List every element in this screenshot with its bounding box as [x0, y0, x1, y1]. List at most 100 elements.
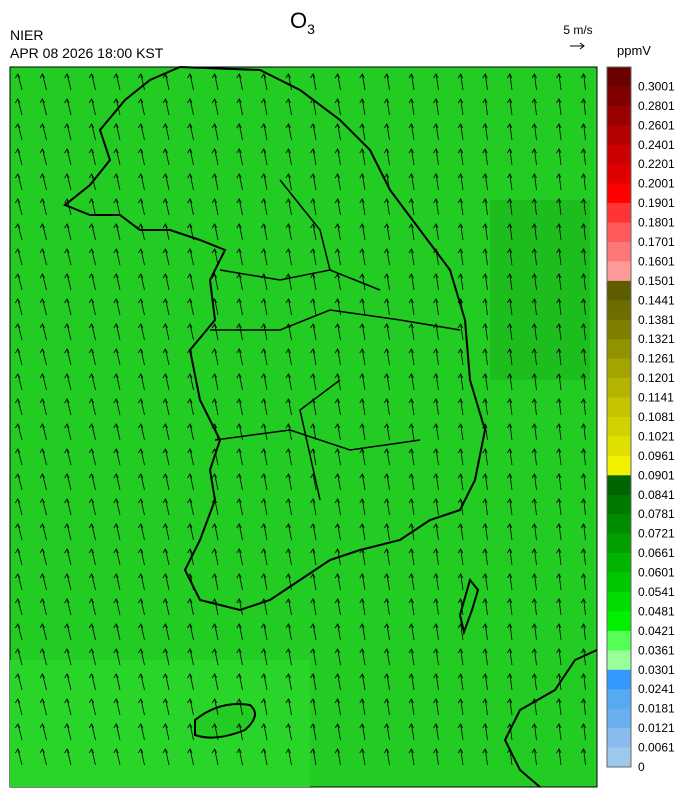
wind-arrow: [39, 323, 47, 341]
wind-arrow: [261, 473, 268, 491]
wind-arrow: [187, 623, 194, 641]
wind-arrow: [359, 148, 366, 166]
wind-arrow: [482, 598, 488, 616]
wind-arrow: [482, 73, 488, 91]
wind-arrow: [88, 698, 96, 716]
wind-arrow: [408, 598, 415, 616]
wind-arrow: [113, 323, 121, 341]
wind-arrow: [285, 98, 292, 116]
wind-arrow: [211, 173, 219, 191]
wind-arrow: [433, 148, 439, 166]
colorbar-swatch: [607, 378, 631, 398]
wind-arrow: [334, 648, 341, 666]
colorbar-label: 0.0781: [638, 507, 675, 521]
wind-arrow: [310, 573, 317, 591]
wind-arrow: [236, 348, 243, 366]
wind-arrow: [359, 198, 366, 216]
wind-arrow: [482, 448, 488, 466]
wind-arrow: [187, 598, 194, 616]
colorbar-label: 0.0961: [638, 449, 675, 463]
wind-arrow: [310, 423, 317, 441]
wind-arrow: [384, 648, 390, 666]
wind-arrow: [507, 648, 513, 666]
wind-arrow: [482, 298, 488, 316]
wind-arrow: [408, 348, 415, 366]
wind-arrow: [211, 248, 219, 266]
wind-arrow: [310, 148, 317, 166]
wind-arrow: [64, 298, 72, 316]
wind-arrow: [88, 473, 96, 491]
wind-arrow: [162, 448, 170, 466]
colorbar-swatch: [607, 572, 631, 593]
wind-arrow: [556, 473, 562, 491]
wind-arrow: [384, 548, 390, 566]
wind-arrow: [39, 398, 47, 416]
colorbar-label: 0.1261: [638, 352, 675, 366]
wind-arrow: [384, 173, 390, 191]
wind-arrow: [64, 473, 72, 491]
wind-arrow: [285, 348, 292, 366]
wind-arrow: [15, 123, 23, 141]
wind-arrow: [507, 148, 513, 166]
wind-arrow: [580, 323, 586, 341]
wind-arrow: [457, 723, 464, 741]
wind-arrow: [236, 698, 243, 716]
wind-arrow: [310, 223, 317, 241]
wind-arrow: [64, 123, 72, 141]
wind-arrow: [285, 373, 292, 391]
wind-arrow: [408, 298, 415, 316]
wind-arrow: [15, 598, 23, 616]
wind-arrow: [15, 448, 23, 466]
colorbar-label: 0.3001: [638, 79, 675, 93]
wind-arrow: [285, 748, 292, 766]
wind-arrow: [88, 248, 96, 266]
wind-arrow: [334, 98, 341, 116]
wind-arrow: [556, 698, 562, 716]
wind-arrow: [334, 698, 341, 716]
wind-arrow: [236, 198, 243, 216]
wind-arrow: [211, 498, 219, 516]
wind-arrow: [138, 298, 145, 316]
wind-arrow: [211, 373, 219, 391]
wind-arrow: [310, 248, 317, 266]
wind-arrow: [531, 173, 537, 191]
wind-arrow: [88, 273, 96, 291]
wind-arrow: [408, 423, 415, 441]
wind-arrow: [507, 373, 513, 391]
wind-arrow: [211, 573, 219, 591]
wind-arrow: [15, 523, 23, 541]
wind-arrow: [285, 248, 292, 266]
wind-arrow: [211, 398, 219, 416]
wind-arrow: [408, 398, 415, 416]
wind-arrow: [531, 623, 537, 641]
wind-arrow: [39, 348, 47, 366]
wind-arrow: [64, 723, 72, 741]
wind-arrow: [236, 298, 243, 316]
wind-arrow: [359, 348, 366, 366]
wind-arrow: [482, 348, 488, 366]
colorbar-swatch: [607, 144, 631, 165]
wind-arrow: [15, 73, 23, 91]
wind-arrow: [334, 523, 341, 541]
concentration-patch: [490, 200, 590, 380]
wind-arrow: [138, 223, 145, 241]
wind-arrow: [531, 698, 537, 716]
wind-arrow: [556, 398, 562, 416]
wind-arrow: [482, 273, 488, 291]
wind-arrow: [211, 148, 219, 166]
colorbar-label: 0.1701: [638, 235, 675, 249]
wind-arrow: [113, 623, 121, 641]
wind-arrow: [507, 348, 513, 366]
wind-arrow: [39, 448, 47, 466]
wind-arrow: [261, 373, 268, 391]
wind-arrow: [88, 398, 96, 416]
wind-arrow: [285, 398, 292, 416]
wind-arrow: [187, 73, 194, 91]
wind-arrow: [64, 273, 72, 291]
wind-arrow: [580, 373, 586, 391]
wind-arrow: [531, 748, 537, 766]
wind-arrow: [138, 498, 145, 516]
colorbar-label: 0.0541: [638, 585, 675, 599]
wind-arrow: [187, 148, 194, 166]
wind-arrow: [408, 98, 415, 116]
